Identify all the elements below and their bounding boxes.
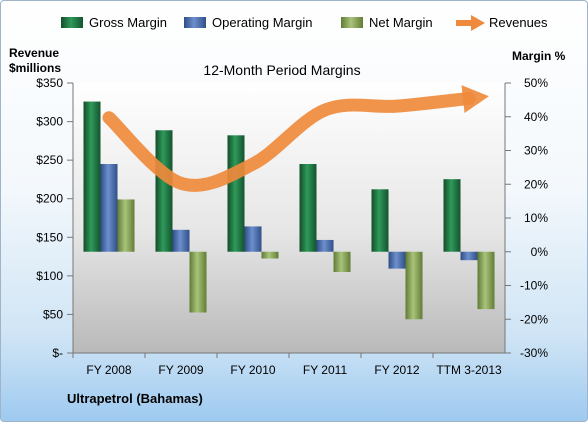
category-label: FY 2010	[230, 363, 275, 377]
legend-swatch-revenues	[456, 15, 485, 31]
revenue-arrowhead	[461, 85, 489, 113]
category-label: FY 2011	[303, 363, 348, 377]
operating-margin-bar	[244, 226, 262, 252]
legend-swatch-gross-margin	[61, 17, 83, 28]
revenue-line-path	[102, 91, 476, 192]
legend-label-gross-margin: Gross Margin	[89, 15, 167, 30]
category-label: TTM 3-2013	[436, 363, 502, 377]
plot-area	[73, 83, 505, 353]
right-tick-label: -20%	[520, 312, 548, 326]
gross-margin-bar	[299, 164, 317, 252]
left-tick-label: $250	[36, 153, 63, 167]
right-axis-title: Margin %	[512, 49, 566, 63]
gross-margin-bar	[371, 189, 389, 252]
left-axis-title-line2: $millions	[9, 61, 61, 75]
left-tick-label: $350	[36, 76, 63, 90]
gross-margin-bar	[443, 179, 461, 252]
left-tick-label: $100	[36, 269, 63, 283]
right-tick-label: -10%	[520, 279, 548, 293]
category-label: FY 2008	[86, 363, 131, 377]
gross-margin-bar	[227, 135, 245, 252]
left-tick-label: $300	[36, 115, 63, 129]
left-tick-label: $50	[43, 307, 63, 321]
net-margin-bar	[189, 251, 207, 313]
legend-label-net-margin: Net Margin	[369, 15, 433, 30]
right-tick-label: 50%	[524, 76, 548, 90]
legend-label-operating-margin: Operating Margin	[212, 15, 312, 30]
net-margin-bar	[405, 251, 423, 320]
legend-label-revenues: Revenues	[489, 15, 548, 30]
net-margin-bar	[333, 251, 351, 272]
category-label: FY 2009	[158, 363, 203, 377]
net-margin-bar	[117, 199, 135, 252]
company-name: Ultrapetrol (Bahamas)	[67, 391, 203, 406]
legend-swatch-net-margin	[341, 17, 363, 28]
operating-margin-bar	[316, 239, 334, 252]
right-tick-label: 30%	[524, 144, 548, 158]
left-tick-label: $200	[36, 192, 63, 206]
revenue-line	[102, 85, 489, 192]
right-tick-label: 20%	[524, 177, 548, 191]
gross-margin-bar	[83, 101, 101, 252]
operating-margin-bar	[172, 229, 190, 252]
net-margin-bar	[261, 251, 279, 259]
operating-margin-bar	[388, 251, 406, 269]
legend: Gross Margin Operating Margin Net Margin…	[61, 15, 548, 31]
net-margin-bar	[477, 251, 495, 310]
right-tick-label: -30%	[520, 346, 548, 360]
right-tick-label: 10%	[524, 211, 548, 225]
left-tick-label: $-	[52, 346, 63, 360]
legend-swatch-operating-margin	[184, 17, 206, 28]
operating-margin-bar	[460, 251, 478, 261]
category-labels: FY 2008 FY 2009 FY 2010 FY 2011 FY 2012 TTM 3…	[72, 353, 502, 377]
right-axis-ticks: -30% -20% -10% 0% 10% 20% 30% 40% 50%	[73, 76, 548, 360]
left-tick-label: $150	[36, 230, 63, 244]
chart-title: 12-Month Period Margins	[203, 62, 360, 78]
left-axis-ticks: $- $50 $100 $150 $200 $250 $300 $350	[36, 76, 74, 360]
category-label: FY 2012	[374, 363, 419, 377]
right-tick-label: 0%	[531, 245, 549, 259]
gross-margin-bar	[155, 130, 173, 252]
bars	[83, 101, 495, 320]
right-tick-label: 40%	[524, 110, 548, 124]
operating-margin-bar	[100, 164, 118, 252]
left-axis-title-line1: Revenue	[9, 46, 59, 60]
